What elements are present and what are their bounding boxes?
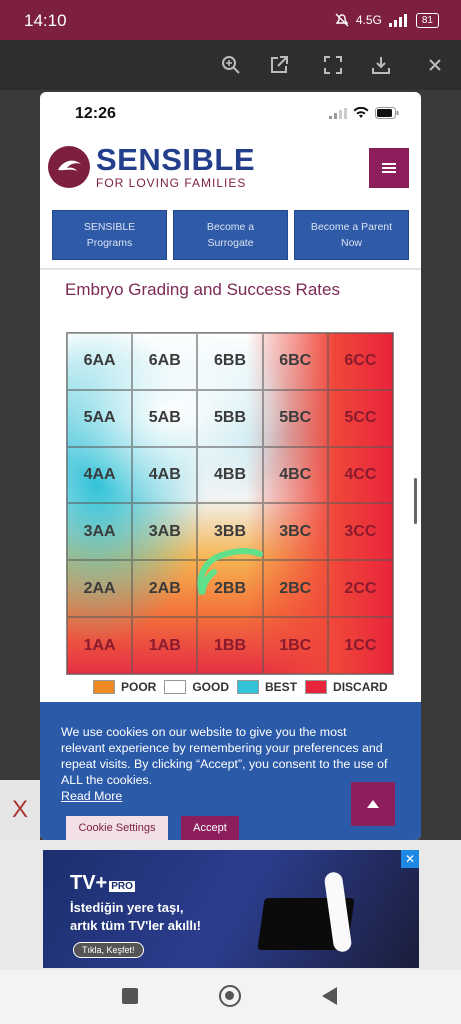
nav-label: Surrogate: [207, 237, 254, 249]
cookie-banner: We use cookies on our website to give yo…: [40, 702, 421, 840]
legend-label: GOOD: [192, 680, 230, 694]
status-time: 14:10: [24, 11, 67, 30]
menu-hamburger-icon[interactable]: [369, 148, 409, 188]
grade-cell: 1BB: [197, 617, 263, 674]
grade-cell: 3BB: [197, 503, 263, 561]
grade-cell: 3AA: [67, 503, 133, 561]
wifi-icon: [353, 107, 369, 118]
fullscreen-icon[interactable]: [320, 52, 346, 78]
ad-brand-badge: PRO: [109, 881, 135, 892]
cookie-settings-button[interactable]: Cookie Settings: [66, 816, 168, 840]
scroll-to-top-button[interactable]: [351, 782, 395, 826]
logo-emblem-icon: [48, 146, 90, 188]
grade-cell: 2AB: [132, 560, 198, 618]
logo-tagline: FOR LOVING FAMILIES: [96, 176, 247, 190]
grade-cell: 1AB: [132, 617, 198, 674]
nav-label: Now: [340, 237, 362, 249]
legend-swatch-poor: [93, 680, 115, 694]
grade-cell: 3AB: [132, 503, 198, 561]
inner-status-icons: [329, 107, 399, 119]
ad-headline-1: İstediğin yere taşı,: [70, 900, 184, 915]
signal-icon: [329, 107, 347, 119]
grade-cell: 6AA: [67, 333, 133, 390]
grade-cell: 2BC: [262, 560, 328, 618]
cookie-message: We use cookies on our website to give yo…: [61, 725, 388, 787]
battery-icon: [375, 107, 399, 119]
grade-cell: 2CC: [327, 560, 393, 618]
ad-close-icon[interactable]: ✕: [401, 850, 419, 868]
ad-brand-text: TV+: [70, 872, 108, 894]
close-icon[interactable]: [422, 52, 448, 78]
home-button[interactable]: [219, 985, 241, 1007]
section-title: Embryo Grading and Success Rates: [65, 280, 340, 299]
status-bar: 14:10 4.5G 81: [0, 0, 461, 40]
site-logo[interactable]: SENSIBLE FOR LOVING FAMILIES: [48, 144, 255, 190]
nav-label: Become a: [206, 221, 255, 233]
grade-cell: 3CC: [327, 503, 393, 561]
read-more-link[interactable]: Read More: [61, 789, 123, 803]
image-viewer-toolbar: [0, 40, 461, 90]
legend-label: DISCARD: [333, 680, 388, 694]
grade-cell: 5AA: [67, 389, 133, 447]
nav-surrogate-button[interactable]: Become a Surrogate: [173, 210, 288, 260]
grade-cell: 6BC: [262, 333, 328, 390]
ad-brand-logo: TV+ PRO: [70, 872, 135, 895]
grade-cell: 5CC: [327, 389, 393, 447]
ad-headline-2: artık tüm TV'ler akıllı!: [70, 918, 201, 933]
legend-label: BEST: [265, 680, 298, 694]
grade-cell: 4CC: [327, 446, 393, 504]
accept-button[interactable]: Accept: [181, 816, 239, 840]
nav-buttons: SENSIBLE Programs Become a Surrogate Bec…: [52, 210, 409, 260]
grade-cell: 5AB: [132, 389, 198, 447]
grade-cell: 4AA: [67, 446, 133, 504]
zoom-in-icon[interactable]: [218, 52, 244, 78]
divider: [40, 268, 421, 270]
open-external-icon[interactable]: [266, 52, 292, 78]
legend-swatch-good: [164, 680, 187, 694]
grade-cell: 6AB: [132, 333, 198, 390]
android-nav-bar: [0, 970, 461, 1024]
grade-cell: 1CC: [327, 617, 393, 674]
grade-cell: 4AB: [132, 446, 198, 504]
grade-cell: 3BC: [262, 503, 328, 561]
scrollbar[interactable]: [414, 478, 417, 524]
nav-label: Become a Parent: [310, 221, 393, 233]
recents-button[interactable]: [122, 988, 138, 1004]
legend-swatch-best: [237, 680, 260, 694]
ad-cta-button[interactable]: Tıkla, Keşfet!: [73, 942, 144, 958]
back-button[interactable]: [322, 987, 337, 1005]
signal-icon: [388, 14, 407, 27]
ad-banner[interactable]: TV+ PRO İstediğin yere taşı, artık tüm TV…: [43, 850, 419, 968]
cookie-text: We use cookies on our website to give yo…: [61, 724, 391, 804]
nav-label: Programs: [86, 237, 133, 249]
download-icon[interactable]: [368, 52, 394, 78]
grade-cell: 1AA: [67, 617, 133, 674]
grade-cell: 6CC: [327, 333, 393, 390]
network-type: 4.5G: [355, 13, 382, 27]
grade-cell: 1BC: [262, 617, 328, 674]
grade-cell: 5BC: [262, 389, 328, 447]
embryo-grading-grid: 6AA 6AB 6BB 6BC 6CC 5AA 5AB 5BB 5BC 5CC 4AA 4AB 4BB 4…: [66, 332, 394, 675]
grade-cell: 2AA: [67, 560, 133, 618]
grade-cell: 5BB: [197, 389, 263, 447]
nav-label: SENSIBLE: [83, 221, 136, 233]
logo-main-text: SENSIBLE: [96, 142, 256, 177]
grade-cell: 4BC: [262, 446, 328, 504]
chevron-up-icon: [367, 800, 379, 808]
inner-status-time: 12:26: [75, 105, 116, 122]
nav-parent-button[interactable]: Become a Parent Now: [294, 210, 409, 260]
status-icons: 4.5G 81: [334, 12, 439, 28]
nav-programs-button[interactable]: SENSIBLE Programs: [52, 210, 167, 260]
mute-icon: [335, 13, 349, 27]
grid-legend: POOR GOOD BEST DISCARD: [87, 680, 388, 694]
grade-cell: 6BB: [197, 333, 263, 390]
legend-label: POOR: [121, 680, 157, 694]
screenshot-image: 12:26 SENSIBLE FOR LOVING FAMILIES SENSI…: [40, 92, 421, 840]
green-marker-annotation: [197, 548, 263, 595]
legend-swatch-discard: [305, 680, 328, 694]
close-overlay-button[interactable]: X: [0, 780, 40, 840]
battery-icon: 81: [415, 12, 439, 28]
grade-cell: 4BB: [197, 446, 263, 504]
